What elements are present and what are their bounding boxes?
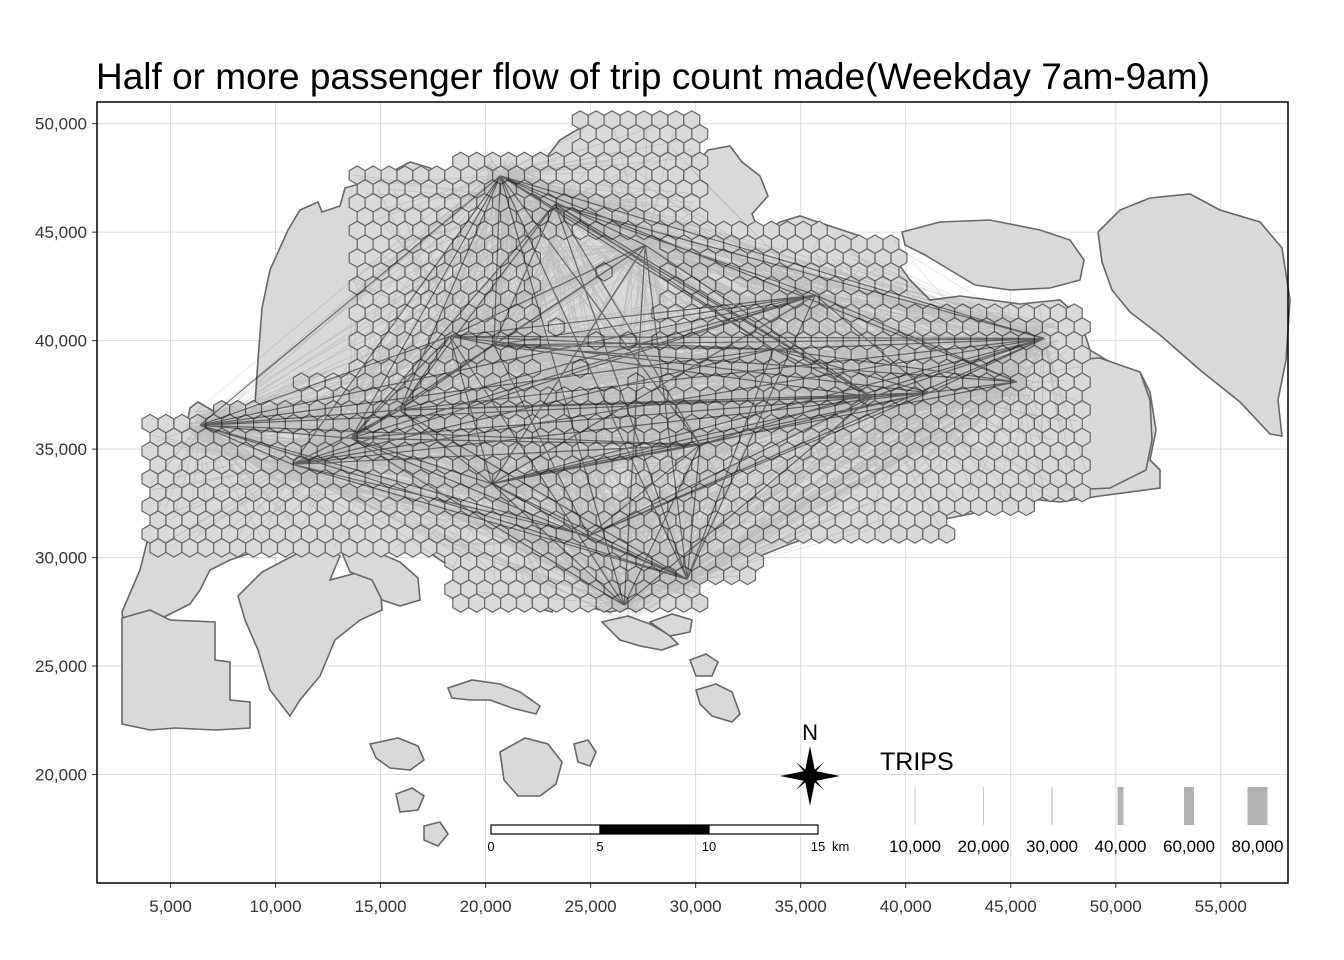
scale-label-10: 10: [702, 839, 716, 854]
hex-cell: [197, 537, 215, 558]
panel-border: [96, 101, 1289, 884]
major-flow-paths: [199, 175, 1045, 606]
hex-cell: [691, 593, 709, 613]
hex-cell: [324, 537, 342, 558]
hex-cell: [1001, 496, 1020, 517]
legend-swatch: [1117, 787, 1124, 825]
hex-cell: [547, 593, 565, 613]
hex-cell: [245, 537, 263, 558]
x-tick-label: 25,000: [565, 897, 617, 916]
jurong-island-east-landmass: [338, 547, 421, 607]
legend-entry-label: 10,000: [889, 837, 941, 856]
x-tick-label: 30,000: [670, 897, 722, 916]
hex-cell: [484, 593, 502, 613]
legend-title: TRIPS: [880, 748, 954, 776]
y-tick-label: 30,000: [35, 549, 87, 568]
x-axis: 5,000 10,000 15,000 20,000 25,000 30,000 35,00…: [149, 883, 1247, 916]
western-islands-landmass: [121, 609, 251, 731]
scale-label-15: 15: [811, 839, 825, 854]
hex-cell: [1073, 482, 1091, 503]
x-tick-label: 20,000: [460, 897, 512, 916]
sentosa-east-landmass: [648, 613, 693, 637]
pulau-tekong-landmass: [1097, 193, 1291, 437]
hex-cell: [1041, 482, 1059, 503]
north-arrow: N: [780, 720, 840, 806]
hex-cell: [292, 537, 310, 558]
y-tick-label: 20,000: [35, 766, 87, 785]
hex-cell: [308, 537, 326, 558]
hex-cell: [890, 524, 908, 544]
island-5-landmass: [423, 821, 449, 847]
hex-cell: [500, 593, 518, 613]
legend-swatch: [1184, 787, 1194, 825]
hex-cell: [149, 537, 167, 558]
hex-cell: [276, 537, 294, 558]
legend-entry-label: 20,000: [958, 837, 1010, 856]
pulau-ubin-landmass: [901, 219, 1085, 291]
x-tick-label: 15,000: [355, 897, 407, 916]
hex-cell: [874, 524, 892, 544]
y-axis: 20,000 25,000 30,000 35,000 40,000 45,000 50,0…: [35, 115, 97, 785]
hex-cell: [954, 496, 972, 517]
y-tick-label: 50,000: [35, 115, 87, 134]
hex-cell: [938, 524, 956, 544]
legend-entry-label: 80,000: [1232, 837, 1284, 856]
legend-swatch: [1051, 787, 1053, 825]
legend-entry-label: 30,000: [1026, 837, 1078, 856]
island-3-landmass: [499, 737, 563, 797]
hex-cell: [372, 537, 390, 558]
north-point-icon: [805, 746, 815, 776]
hex-cell: [1057, 482, 1075, 503]
hex-cell: [531, 593, 550, 613]
legend-swatch: [983, 787, 984, 825]
x-tick-label: 55,000: [1195, 897, 1247, 916]
x-tick-label: 40,000: [880, 897, 932, 916]
legend: TRIPS 10,000 20,000 30,000 40,000 60,000 80,0…: [880, 748, 1284, 856]
x-tick-label: 5,000: [149, 897, 192, 916]
sentosa-landmass: [600, 615, 680, 651]
scale-bar: 0 5 10 15 km: [487, 824, 849, 854]
hex-cell: [587, 330, 605, 351]
map-title: Half or more passenger flow of trip coun…: [96, 56, 1210, 97]
x-tick-label: 45,000: [985, 897, 1037, 916]
scale-unit: km: [832, 839, 849, 854]
x-tick-label: 50,000: [1090, 897, 1142, 916]
hex-cell: [181, 537, 199, 558]
legend-swatch: [1247, 787, 1268, 825]
hex-cell: [1017, 496, 1036, 517]
scale-label-0: 0: [487, 839, 494, 854]
hex-cell: [356, 537, 374, 558]
y-tick-label: 25,000: [35, 657, 87, 676]
hex-cell: [452, 593, 470, 613]
hex-cell: [468, 593, 486, 613]
legend-entry-label: 60,000: [1163, 837, 1215, 856]
y-tick-label: 45,000: [35, 223, 87, 242]
scale-label-5: 5: [596, 839, 603, 854]
legend-entry-label: 40,000: [1095, 837, 1147, 856]
legend-swatch: [914, 787, 916, 825]
island-6-landmass: [695, 683, 741, 723]
y-tick-label: 35,000: [35, 440, 87, 459]
hex-cell: [906, 524, 924, 544]
hex-cell: [563, 593, 581, 613]
island-4-landmass: [395, 787, 425, 813]
hex-cell: [738, 565, 757, 586]
hex-cell: [969, 496, 988, 517]
island-1-landmass: [446, 679, 542, 715]
flow-lines: [150, 123, 1086, 620]
island-7-landmass: [573, 739, 597, 767]
hex-cell: [213, 537, 231, 558]
island-9-landmass: [688, 653, 719, 677]
hex-cell: [810, 524, 828, 544]
x-tick-label: 35,000: [775, 897, 827, 916]
island-2-landmass: [368, 737, 425, 771]
y-tick-label: 40,000: [35, 332, 87, 351]
x-tick-label: 10,000: [250, 897, 302, 916]
hex-cell: [922, 524, 940, 544]
hex-cell: [388, 537, 406, 558]
north-label: N: [802, 720, 818, 745]
